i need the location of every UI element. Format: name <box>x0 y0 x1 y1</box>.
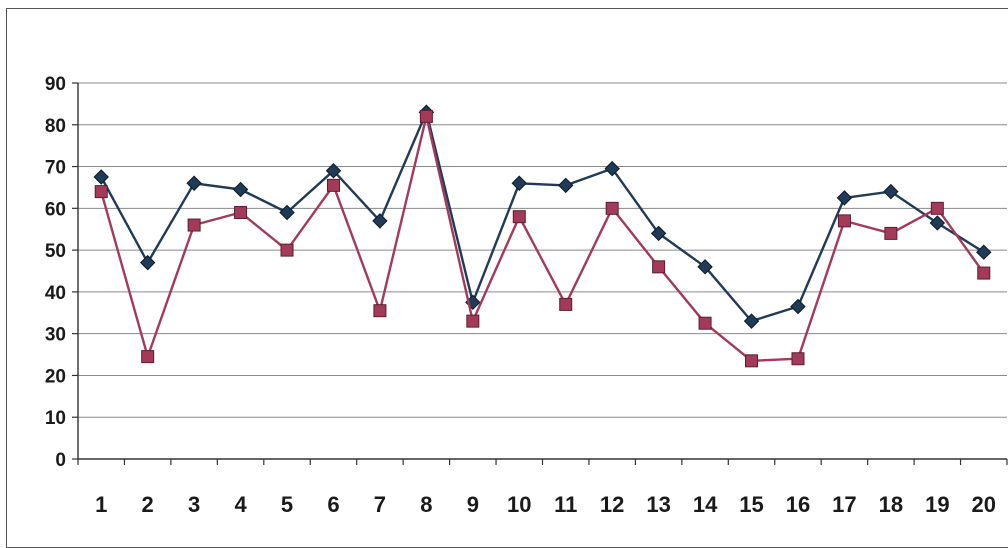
series-2-point <box>466 314 480 328</box>
series-2-point <box>698 316 712 330</box>
x-tick-label: 15 <box>739 492 763 517</box>
series-1-point <box>743 313 760 329</box>
series-1-point <box>372 213 388 229</box>
series-1-point <box>697 259 713 275</box>
y-tick-label: 0 <box>55 450 66 471</box>
x-tick-label: 18 <box>879 492 903 517</box>
series-2-point <box>884 226 898 240</box>
x-axis-tick-labels: 1 2 3 4 5 6 7 8 9 10 11 12 13 14 15 16 17 18 19 20 <box>95 492 996 517</box>
series-1-point <box>929 215 946 231</box>
series-1-point <box>279 204 295 221</box>
series-2-point <box>512 210 526 224</box>
series-1-line <box>100 110 985 323</box>
series-1 <box>93 104 992 329</box>
series-2-point <box>652 260 666 274</box>
series-1-point <box>650 225 667 242</box>
series-1-point <box>325 163 342 179</box>
x-tick-label: 12 <box>600 492 624 517</box>
series-1-point <box>558 177 574 194</box>
series-1-point <box>836 190 853 206</box>
series-2-point <box>234 206 248 220</box>
x-tick-label: 1 <box>95 492 107 517</box>
chart-frame: 0 10 20 30 40 50 60 70 80 90 1 2 3 4 5 6 7 8 9 10 11 12 13 14 1… <box>6 8 1008 548</box>
x-tick-label: 5 <box>281 492 293 517</box>
series-2-point <box>373 304 387 318</box>
x-tick-label: 19 <box>925 492 949 517</box>
series-1-point <box>883 183 899 200</box>
series-2-point <box>326 178 340 192</box>
y-tick-label: 70 <box>45 158 66 179</box>
x-tick-label: 17 <box>832 492 856 517</box>
series-2-point <box>419 109 433 123</box>
y-tick-label: 30 <box>45 325 66 346</box>
series-2-point <box>559 297 573 311</box>
y-tick-label: 50 <box>45 241 66 262</box>
x-tick-label: 20 <box>972 492 996 517</box>
series-2-point <box>837 214 851 228</box>
axes <box>72 82 1008 465</box>
x-tick-label: 8 <box>420 492 432 517</box>
series-1-point <box>790 298 806 315</box>
data-series <box>93 104 992 368</box>
series-1-point <box>139 254 156 271</box>
series-2-point <box>791 352 805 366</box>
y-tick-label: 60 <box>45 199 66 220</box>
x-tick-label: 7 <box>374 492 386 517</box>
y-axis-tick-labels: 0 10 20 30 40 50 60 70 80 90 <box>45 74 66 471</box>
y-tick-label: 40 <box>45 283 66 304</box>
x-tick-label: 6 <box>327 492 339 517</box>
series-2-point <box>745 354 759 368</box>
x-tick-label: 2 <box>142 492 154 517</box>
series-1-point <box>604 160 620 177</box>
x-tick-label: 9 <box>467 492 479 517</box>
y-tick-label: 80 <box>45 116 66 137</box>
series-2-point <box>605 201 619 215</box>
series-2-point <box>977 266 991 280</box>
series-2-point <box>280 243 294 257</box>
series-1-point <box>186 175 202 191</box>
x-tick-label: 10 <box>507 492 531 517</box>
y-tick-label: 90 <box>45 74 66 95</box>
x-tick-label: 14 <box>693 492 718 517</box>
series-2-point <box>187 218 201 232</box>
gridlines <box>78 82 1007 418</box>
series-2-point <box>94 185 108 199</box>
x-tick-label: 11 <box>554 492 577 517</box>
series-1-point <box>93 169 109 185</box>
x-tick-label: 4 <box>234 492 247 517</box>
series-1-point <box>232 181 249 198</box>
x-tick-label: 3 <box>188 492 200 517</box>
series-2 <box>94 109 991 368</box>
series-1-point <box>511 175 527 191</box>
y-tick-label: 10 <box>45 408 66 429</box>
series-2-point <box>930 201 944 215</box>
series-2-point <box>141 350 155 364</box>
series-2-line <box>100 115 985 362</box>
y-tick-label: 20 <box>45 366 66 387</box>
x-tick-label: 13 <box>646 492 670 517</box>
x-tick-label: 16 <box>786 492 810 517</box>
series-1-point <box>976 244 992 260</box>
